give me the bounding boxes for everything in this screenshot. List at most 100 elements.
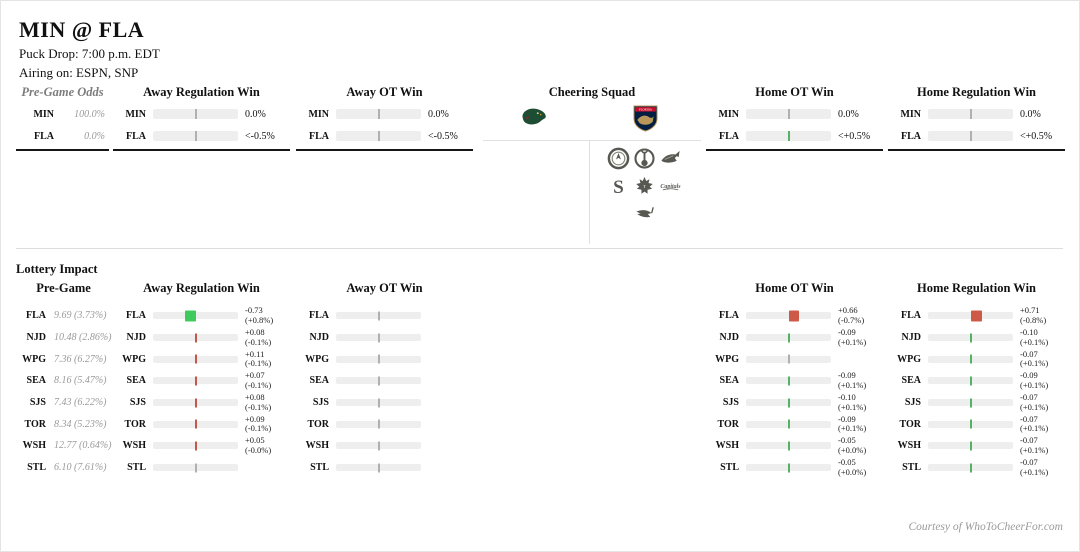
away-regulation-win-header: Away Regulation Win bbox=[143, 85, 260, 99]
lottery-impact-row: FLA -0.73 (+0.8%) bbox=[113, 305, 290, 327]
impact-bar bbox=[336, 311, 421, 321]
impact-odds-change: (+0.1%) bbox=[1020, 466, 1049, 477]
center-tick-red bbox=[194, 419, 197, 429]
lottery-impact-row: WPG bbox=[296, 348, 473, 370]
impact-odds-change: (+0.1%) bbox=[838, 336, 867, 347]
impact-delta: -0.10 bbox=[1020, 327, 1038, 338]
win-probability-row: FLA <+0.5% bbox=[706, 125, 883, 147]
impact-bar bbox=[928, 376, 1013, 386]
impact-block-red bbox=[788, 310, 799, 322]
impact-bar bbox=[928, 333, 1013, 343]
section-cheering-squad: Cheering Squad FLORIDA S T Capitals bbox=[483, 85, 701, 245]
impact-values: -0.09 (+0.1%) bbox=[838, 371, 866, 390]
lottery-impact-row: SEA bbox=[296, 370, 473, 392]
center-tick-gray bbox=[377, 419, 380, 429]
team-label: SEA bbox=[901, 375, 921, 387]
impact-bar bbox=[928, 354, 1013, 364]
team-label: FLA bbox=[309, 310, 329, 322]
lottery-impact-row: FLA +0.71 (-0.8%) bbox=[888, 305, 1065, 327]
lottery-impact-row: FLA +0.66 (-0.7%) bbox=[706, 305, 883, 327]
center-tick-red bbox=[194, 376, 197, 386]
impact-bar bbox=[153, 354, 238, 364]
team-label: NJD bbox=[719, 332, 739, 344]
impact-delta: -0.09 bbox=[838, 413, 856, 424]
impact-bar bbox=[928, 398, 1013, 408]
impact-values: -0.07 (+0.1%) bbox=[1020, 349, 1048, 369]
odds-value: 0.0% bbox=[84, 130, 105, 142]
lottery-pre-game-row: FLA 9.69 (3.73%) bbox=[16, 305, 107, 327]
probability-change-value: <+0.5% bbox=[1020, 130, 1053, 142]
impact-delta: +0.66 bbox=[838, 305, 858, 316]
team-label: NJD bbox=[901, 332, 921, 344]
section-home-regulation-win: Home Regulation Win MIN 0.0% FLA <+0.5% bbox=[888, 85, 1065, 151]
team-label: WPG bbox=[122, 353, 146, 365]
team-label: STL bbox=[27, 462, 46, 474]
impact-odds-change: (-0.1%) bbox=[245, 401, 272, 412]
team-label: NJD bbox=[126, 332, 146, 344]
impact-values: -0.73 (+0.8%) bbox=[245, 306, 273, 325]
puck-drop-time: Puck Drop: 7:00 p.m. EDT bbox=[19, 46, 160, 61]
center-tick-gray bbox=[377, 376, 380, 386]
impact-bar bbox=[928, 441, 1013, 451]
expected-pick-value: 8.34 (5.23%) bbox=[54, 418, 107, 430]
lottery-impact-row: NJD -0.09 (+0.1%) bbox=[706, 327, 883, 349]
impact-odds-change: (-0.1%) bbox=[245, 358, 272, 369]
team-label: MIN bbox=[33, 108, 54, 120]
impact-bar bbox=[746, 419, 831, 429]
odds-row: FLA 0.0% bbox=[16, 125, 109, 147]
team-label: WSH bbox=[22, 440, 46, 452]
lottery-impact-row: STL -0.05 (+0.0%) bbox=[706, 457, 883, 479]
pre-game-odds-rows: MIN 100.0% FLA 0.0% bbox=[16, 103, 109, 147]
center-tick-gray bbox=[194, 109, 197, 119]
impact-values: -0.05 (+0.0%) bbox=[838, 436, 866, 455]
center-tick-gray bbox=[969, 109, 972, 119]
center-tick-green bbox=[787, 463, 790, 473]
impact-values: +0.05 (-0.0%) bbox=[245, 436, 271, 455]
impact-delta: -0.07 bbox=[1020, 392, 1038, 403]
team-label: TOR bbox=[124, 418, 147, 430]
team-label: FLA bbox=[309, 130, 329, 142]
impact-values: +0.07 (-0.1%) bbox=[245, 371, 271, 390]
probability-bar bbox=[928, 131, 1013, 141]
lottery-pre-game-row: STL 6.10 (7.61%) bbox=[16, 457, 106, 479]
impact-bar bbox=[336, 463, 421, 473]
team-label: WSH bbox=[122, 440, 146, 452]
impact-bar bbox=[336, 398, 421, 408]
impact-values: -0.09 (+0.1%) bbox=[1020, 371, 1048, 390]
team-label: FLA bbox=[26, 310, 46, 322]
seattle-kraken-logo-icon: S bbox=[613, 177, 624, 198]
impact-bar bbox=[153, 463, 238, 473]
team-label: WSH bbox=[715, 440, 739, 452]
impact-bar bbox=[746, 376, 831, 386]
impact-delta: +0.08 bbox=[245, 327, 265, 338]
impact-odds-change: (+0.1%) bbox=[838, 401, 867, 412]
center-tick-gray bbox=[969, 131, 972, 141]
florida-panthers-logo-icon: FLORIDA bbox=[633, 105, 658, 132]
impact-bar bbox=[336, 333, 421, 343]
team-label: SJS bbox=[129, 397, 146, 409]
team-label: STL bbox=[310, 462, 329, 474]
lottery-home-regulation-win-rows: FLA +0.71 (-0.8%) NJD -0.10 (+0.1%) WPG … bbox=[888, 305, 1065, 479]
lottery-impact-row: NJD -0.10 (+0.1%) bbox=[888, 327, 1065, 349]
impact-bar bbox=[928, 310, 1013, 322]
team-label: SJS bbox=[312, 397, 329, 409]
center-tick-green bbox=[787, 398, 790, 408]
impact-odds-change: (+0.1%) bbox=[1020, 444, 1049, 455]
lottery-impact-row: SJS -0.07 (+0.1%) bbox=[888, 392, 1065, 414]
svg-text:T: T bbox=[643, 184, 646, 189]
center-tick-gray bbox=[377, 398, 380, 408]
san-jose-sharks-logo-icon bbox=[660, 150, 680, 163]
impact-delta: -0.07 bbox=[1020, 435, 1038, 446]
center-tick-green bbox=[969, 441, 972, 451]
expected-pick-value: 8.16 (5.47%) bbox=[54, 375, 107, 387]
team-label: SEA bbox=[309, 375, 329, 387]
impact-odds-change: (-0.7%) bbox=[838, 314, 865, 325]
probability-bar bbox=[928, 109, 1013, 119]
center-tick-gray bbox=[194, 463, 197, 473]
impact-odds-change: (+0.8%) bbox=[245, 314, 274, 325]
impact-delta: +0.71 bbox=[1020, 305, 1040, 316]
impact-delta: -0.09 bbox=[838, 327, 856, 338]
team-label: STL bbox=[720, 462, 739, 474]
lottery-pre-game-rows: FLA 9.69 (3.73%) NJD 10.48 (2.86%) WPG 7… bbox=[16, 305, 111, 479]
